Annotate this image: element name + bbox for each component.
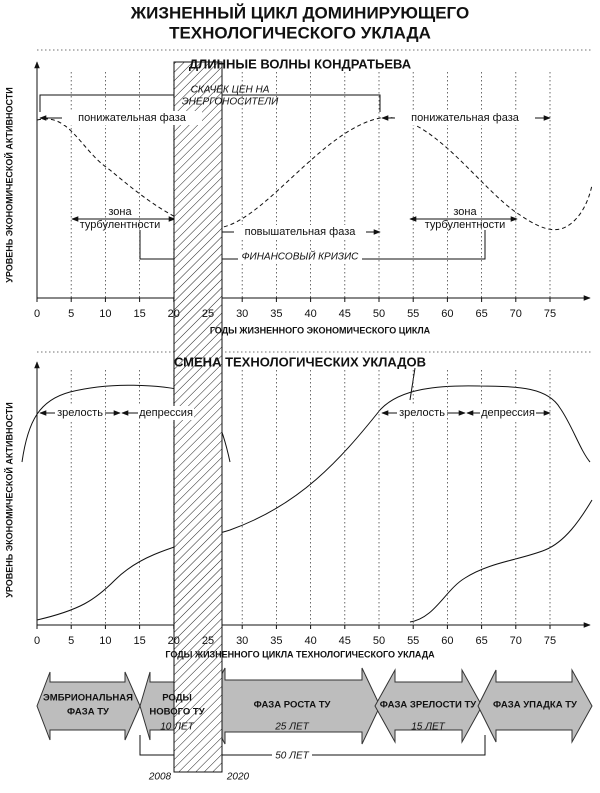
x-tick-label: 45 xyxy=(339,308,351,320)
x-tick-label: 50 xyxy=(373,635,385,647)
x-tick-label: 50 xyxy=(373,308,385,320)
kondratiev-wave xyxy=(36,117,593,231)
x-tick-label: 70 xyxy=(510,308,522,320)
phase-shape xyxy=(477,668,593,744)
x-tick-label: 60 xyxy=(441,308,453,320)
phase-label: депрессия xyxy=(481,407,535,419)
y-axis-label: УРОВЕНЬ ЭКОНОМИЧЕСКОЙ АКТИВНОСТИ xyxy=(3,87,14,283)
year: 2020 xyxy=(226,772,250,783)
x-axis-label: ГОДЫ ЖИЗНЕННОГО ЦИКЛА ТЕХНОЛОГИЧЕСКОГО У… xyxy=(165,649,435,659)
x-tick-label: 65 xyxy=(475,308,487,320)
title: ТЕХНОЛОГИЧЕСКОГО УКЛАДА xyxy=(169,23,431,42)
phase-name: НОВОГО ТУ xyxy=(149,707,204,718)
label-bg xyxy=(62,111,202,125)
x-tick-label: 75 xyxy=(544,308,556,320)
annotation: турбулентности xyxy=(425,219,506,231)
phase-label: понижательная фаза xyxy=(78,112,187,124)
x-tick-label: 55 xyxy=(407,635,419,647)
phase-name: ЭМБРИОНАЛЬНАЯ xyxy=(43,693,133,704)
label-bg xyxy=(480,406,536,420)
panel-title: СМЕНА ТЕХНОЛОГИЧЕСКИХ УКЛАДОВ xyxy=(174,354,426,369)
x-tick-label: 75 xyxy=(544,635,556,647)
x-tick-label: 60 xyxy=(441,635,453,647)
annotation: зона xyxy=(108,206,132,218)
x-tick-label: 35 xyxy=(270,308,282,320)
title: ЖИЗНЕННЫЙ ЦИКЛ ДОМИНИРУЮЩЕГО xyxy=(130,3,469,22)
x-tick-label: 0 xyxy=(34,308,40,320)
phase-name: ФАЗА ТУ xyxy=(67,707,109,718)
x-tick-label: 40 xyxy=(304,308,316,320)
panel-title: ДЛИННЫЕ ВОЛНЫ КОНДРАТЬЕВА xyxy=(189,56,412,71)
x-tick-label: 10 xyxy=(99,308,111,320)
label-bg xyxy=(138,406,194,420)
annotation: зона xyxy=(453,206,477,218)
label-bg xyxy=(234,225,366,239)
x-tick-label: 20 xyxy=(168,635,180,647)
phase-name: ФАЗА УПАДКА ТУ xyxy=(493,700,577,711)
y-axis-label: УРОВЕНЬ ЭКОНОМИЧЕСКОЙ АКТИВНОСТИ xyxy=(3,402,14,598)
x-tick-label: 30 xyxy=(236,308,248,320)
phase-label: зрелость xyxy=(399,407,445,419)
annotation: ЭНЕРГОНОСИТЕЛИ xyxy=(182,97,279,108)
phase-name: ФАЗА РОСТА ТУ xyxy=(254,700,331,711)
next-structure-curve xyxy=(409,499,593,623)
duration: 25 ЛЕТ xyxy=(274,722,309,733)
phase-label: зрелость xyxy=(57,407,103,419)
duration: 15 ЛЕТ xyxy=(411,722,445,733)
phase-label: повышательная фаза xyxy=(245,226,357,238)
duration-bracket xyxy=(139,735,486,756)
duration: 50 ЛЕТ xyxy=(275,751,309,762)
x-tick-label: 10 xyxy=(99,635,111,647)
x-tick-label: 65 xyxy=(475,635,487,647)
x-tick-label: 15 xyxy=(133,308,145,320)
duration: 10 ЛЕТ xyxy=(160,722,194,733)
year: 2008 xyxy=(148,772,172,783)
phase-name: ФАЗА ЗРЕЛОСТИ ТУ xyxy=(380,700,477,711)
x-tick-label: 5 xyxy=(68,308,74,320)
x-tick-label: 0 xyxy=(34,635,40,647)
phase-label: понижательная фаза xyxy=(411,112,520,124)
x-tick-label: 45 xyxy=(339,635,351,647)
label-bg xyxy=(238,251,362,264)
x-tick-label: 30 xyxy=(236,635,248,647)
label-bg xyxy=(397,406,447,420)
x-tick-label: 20 xyxy=(168,308,180,320)
label-bg xyxy=(272,749,312,762)
x-tick-label: 25 xyxy=(202,308,214,320)
phase-name: РОДЫ xyxy=(162,693,192,704)
x-axis-label: ГОДЫ ЖИЗНЕННОГО ЭКОНОМИЧЕСКОГО ЦИКЛА xyxy=(210,325,431,335)
annotation: ФИНАНСОВЫЙ КРИЗИС xyxy=(242,250,360,263)
x-tick-label: 35 xyxy=(270,635,282,647)
label-bg xyxy=(395,111,535,125)
new-structure-curve xyxy=(36,385,591,621)
annotation: турбулентности xyxy=(80,219,161,231)
x-tick-label: 55 xyxy=(407,308,419,320)
x-tick-label: 70 xyxy=(510,635,522,647)
label-bg xyxy=(55,406,105,420)
connector xyxy=(409,367,416,401)
x-tick-label: 40 xyxy=(304,635,316,647)
text-layer: ЖИЗНЕННЫЙ ЦИКЛ ДОМИНИРУЮЩЕГО ТЕХНОЛОГИЧЕ… xyxy=(3,3,577,782)
x-tick-label: 5 xyxy=(68,635,74,647)
phase-label: депрессия xyxy=(139,407,193,419)
x-tick-label: 15 xyxy=(133,635,145,647)
x-tick-label: 25 xyxy=(202,635,214,647)
annotation: СКАЧЕК ЦЕН НА xyxy=(191,85,270,96)
